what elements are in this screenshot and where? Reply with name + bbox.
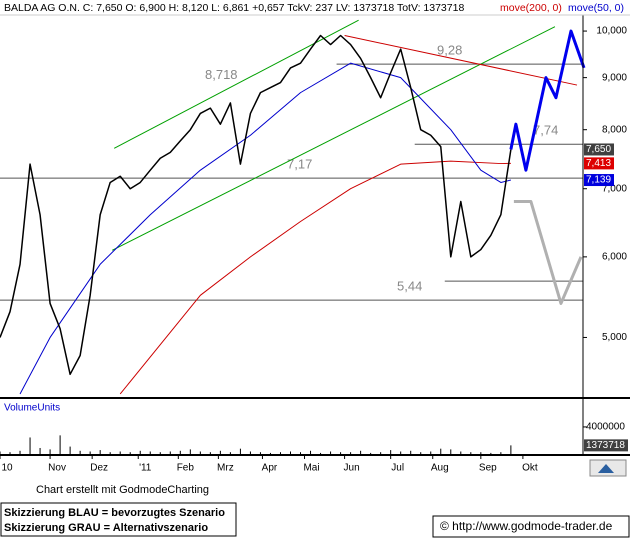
copyright-box <box>432 515 630 538</box>
volume-marker <box>584 439 628 452</box>
level-label: 7,74 <box>533 123 558 138</box>
x-tick-label: Apr <box>262 463 278 474</box>
y-tick-label: 5,000 <box>602 332 627 343</box>
x-tick-label: Jun <box>344 463 360 474</box>
price-line <box>0 34 512 376</box>
scenario-line <box>513 200 583 305</box>
y-tick-label: 10,000 <box>596 26 627 37</box>
trendline <box>344 35 578 86</box>
scenario-line <box>509 29 586 172</box>
volume-tick-label: 4000000 <box>586 422 625 433</box>
level-label: 5,44 <box>397 279 422 294</box>
x-tick-label: Mai <box>303 463 319 474</box>
scenario-box <box>0 502 237 537</box>
x-tick-label: Mrz <box>217 463 234 474</box>
copyright: © http://www.godmode-trader.de <box>440 519 613 533</box>
x-tick-label: 10 <box>1 463 13 474</box>
price-marker-label: 7,139 <box>586 175 611 186</box>
annotation: 8,718 <box>205 67 238 82</box>
y-tick-label: 6,000 <box>602 252 627 263</box>
trendline <box>113 19 359 149</box>
x-tick-label: '11 <box>139 463 152 474</box>
x-tick-label: Okt <box>522 463 538 474</box>
x-tick-label: Jul <box>391 463 404 474</box>
price-marker <box>584 174 614 187</box>
chart-title: BALDA AG O.N. C: 7,650 O: 6,900 H: 8,120… <box>4 2 464 14</box>
volume-title: VolumeUnits <box>4 403 60 414</box>
x-tick-label: Feb <box>177 463 195 474</box>
volume-marker-label: 1373718 <box>586 440 625 451</box>
footer: Chart erstellt mit GodmodeCharting <box>36 484 209 496</box>
scenario-blue: Skizzierung BLAU = bevorzugtes Szenario <box>4 507 225 519</box>
x-tick-label: Dez <box>90 463 108 474</box>
legend-entry: move(200, 0) <box>500 2 562 14</box>
legend-entry: move(50, 0) <box>568 2 624 14</box>
y-tick-label: 8,000 <box>602 124 627 135</box>
level-label: 7,17 <box>287 157 312 172</box>
y-tick-label: 9,000 <box>602 72 627 83</box>
price-marker <box>584 157 614 170</box>
price-marker-label: 7,413 <box>586 158 611 169</box>
price-marker-label: 7,650 <box>586 144 611 155</box>
price-marker <box>584 143 614 156</box>
x-tick-label: Nov <box>48 463 66 474</box>
y-tick-label: 7,000 <box>602 183 627 194</box>
scenario-gray: Skizzierung GRAU = Alternativszenario <box>4 522 208 534</box>
moving-average <box>19 62 511 395</box>
trendline <box>111 26 556 251</box>
moving-average <box>119 160 511 395</box>
x-tick-label: Sep <box>479 463 497 474</box>
x-tick-label: Aug <box>431 463 449 474</box>
tool-icon-glyph <box>598 464 614 473</box>
level-label: 9,28 <box>437 43 462 58</box>
